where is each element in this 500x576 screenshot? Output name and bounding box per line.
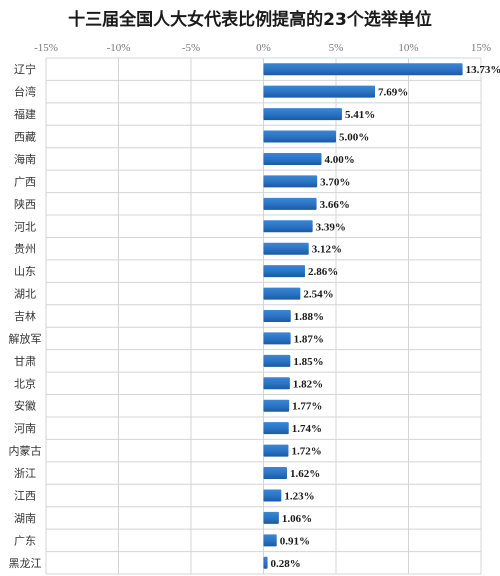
bar [263, 534, 277, 547]
value-label: 3.12% [312, 244, 342, 256]
value-label: 2.54% [303, 289, 333, 301]
value-label: 1.72% [291, 446, 321, 458]
bar [263, 511, 279, 524]
category-label: 浙江 [14, 467, 36, 480]
bar [263, 242, 309, 255]
bar [263, 220, 313, 233]
category-label: 黑龙江 [9, 557, 42, 570]
bar [263, 377, 290, 390]
category-label: 福建 [14, 107, 36, 121]
value-label: 1.77% [292, 401, 322, 413]
bar [263, 197, 317, 210]
value-label: 1.23% [284, 490, 314, 502]
category-label: 湖北 [14, 288, 36, 301]
value-label: 3.70% [320, 176, 350, 188]
value-label: 7.69% [378, 87, 408, 99]
value-label: 5.41% [345, 109, 375, 121]
x-tick-label: 15% [471, 42, 491, 54]
category-label: 贵州 [14, 243, 36, 256]
value-label: 1.82% [293, 378, 323, 390]
value-label: 3.66% [320, 199, 350, 211]
category-label: 解放军 [9, 331, 42, 345]
category-label: 海南 [14, 152, 36, 166]
value-label: 4.00% [325, 154, 355, 166]
value-label: 0.91% [280, 535, 310, 547]
chart-title: 十三届全国人大女代表比例提高的23个选举单位 [68, 9, 432, 30]
category-label: 广东 [14, 534, 36, 547]
bar [263, 63, 463, 76]
value-label: 1.74% [292, 423, 322, 435]
bar [263, 265, 305, 278]
value-label: 1.88% [294, 311, 324, 323]
value-label: 5.00% [339, 132, 369, 144]
value-label: 2.86% [308, 266, 338, 278]
x-axis-ticks: -15% -10% -5% 0% 5% 10% 15% [34, 42, 491, 54]
x-tick-label: 10% [398, 42, 418, 54]
category-label: 河南 [14, 422, 36, 435]
bar [263, 399, 290, 412]
value-label: 1.87% [294, 333, 324, 345]
bar [263, 467, 287, 480]
value-label: 1.85% [293, 356, 323, 368]
bar [263, 354, 291, 367]
category-label: 台湾 [14, 85, 36, 99]
category-label: 甘肃 [14, 355, 36, 368]
category-labels: 辽宁台湾福建西藏海南广西陕西河北贵州山东湖北吉林解放军甘肃北京安徽河南内蒙古浙江… [9, 62, 42, 570]
category-label: 吉林 [14, 309, 36, 323]
category-label: 北京 [14, 376, 36, 390]
category-label: 湖南 [14, 512, 36, 525]
bar [263, 175, 318, 188]
category-label: 广西 [14, 175, 36, 188]
bar [263, 130, 336, 143]
category-label: 河北 [14, 220, 36, 233]
bar [263, 287, 301, 300]
category-label: 西藏 [14, 131, 36, 144]
bar [263, 556, 268, 569]
value-label: 1.62% [290, 468, 320, 480]
grid-lines [45, 57, 482, 575]
bar [263, 85, 376, 98]
value-label: 13.73% [466, 64, 500, 76]
bar [263, 489, 282, 502]
category-label: 内蒙古 [9, 444, 42, 458]
bar [263, 422, 289, 435]
value-labels: 13.73% 7.69%5.41% 5.00% 4.00% 3.70% 3.66% 3.39… [271, 64, 500, 570]
bars [263, 63, 463, 569]
category-label: 江西 [14, 489, 36, 502]
bar [263, 152, 322, 165]
value-label: 0.28% [271, 558, 301, 570]
category-label: 山东 [14, 265, 36, 278]
bar [263, 444, 289, 457]
bar [263, 108, 342, 121]
x-tick-label: 5% [329, 42, 344, 54]
x-tick-label: -10% [107, 42, 131, 54]
category-label: 辽宁 [14, 62, 36, 76]
category-label: 安徽 [14, 399, 36, 413]
x-tick-label: -5% [182, 42, 200, 54]
bar [263, 332, 291, 345]
x-tick-label: -15% [34, 42, 58, 54]
category-label: 陕西 [14, 197, 36, 211]
value-label: 1.06% [282, 513, 312, 525]
value-label: 3.39% [316, 221, 346, 233]
x-tick-label: 0% [256, 42, 271, 54]
bar [263, 310, 291, 322]
